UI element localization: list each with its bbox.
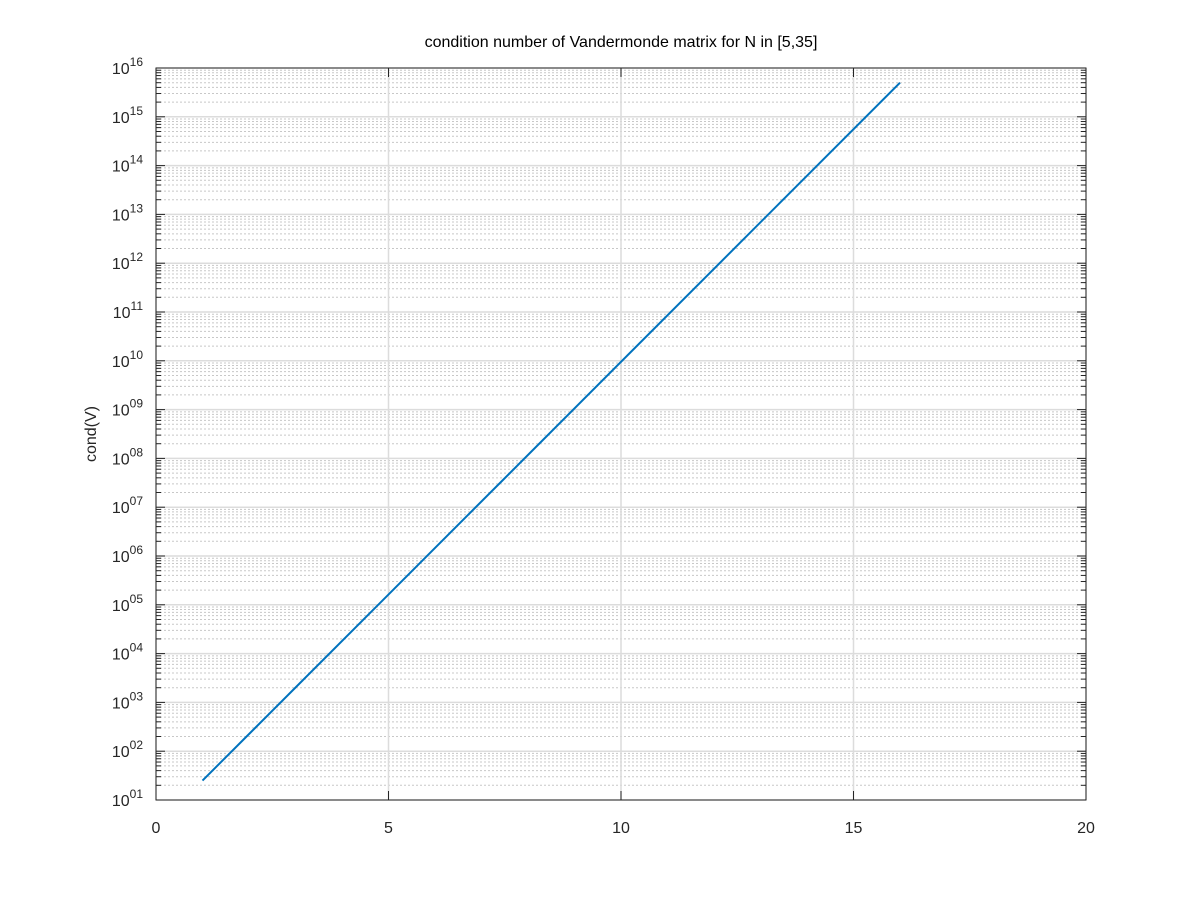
y-tick-label: 1003 bbox=[112, 689, 143, 712]
y-tick-label: 1004 bbox=[112, 641, 143, 664]
y-tick-labels: 1001 1002 1003 1004 1005 1006 1007 1008 1009 1010… bbox=[112, 55, 143, 810]
y-tick-label: 1005 bbox=[112, 592, 143, 615]
y-tick-label: 1015 bbox=[112, 104, 143, 127]
y-tick-label: 1002 bbox=[112, 738, 143, 761]
y-axis-label: cond(V) bbox=[83, 406, 100, 462]
series-layer bbox=[201, 81, 901, 782]
y-tick-label: 1014 bbox=[112, 153, 143, 176]
y-tick-label: 1013 bbox=[112, 201, 143, 224]
y-tick-label: 1001 bbox=[112, 787, 143, 810]
y-tick-label: 1007 bbox=[112, 494, 143, 517]
x-tick-label: 10 bbox=[612, 820, 630, 837]
y-tick-label: 1006 bbox=[112, 543, 143, 566]
y-tick-label: 1009 bbox=[112, 397, 143, 420]
series-line bbox=[201, 81, 901, 782]
x-tick-labels: 0 5 10 15 20 bbox=[152, 820, 1095, 837]
x-tick-label: 20 bbox=[1077, 820, 1095, 837]
y-tick-label: 1011 bbox=[113, 299, 144, 322]
major-grid bbox=[155, 67, 1087, 801]
x-tick-label: 0 bbox=[152, 820, 161, 837]
y-tick-label: 1016 bbox=[112, 55, 143, 78]
chart-title: condition number of Vandermonde matrix f… bbox=[425, 34, 818, 51]
ticks-layer bbox=[155, 67, 1087, 801]
y-tick-label: 1010 bbox=[112, 348, 143, 371]
x-tick-label: 15 bbox=[845, 820, 863, 837]
y-tick-label: 1012 bbox=[112, 250, 143, 273]
y-tick-label: 1008 bbox=[112, 445, 143, 468]
x-tick-label: 5 bbox=[384, 820, 393, 837]
